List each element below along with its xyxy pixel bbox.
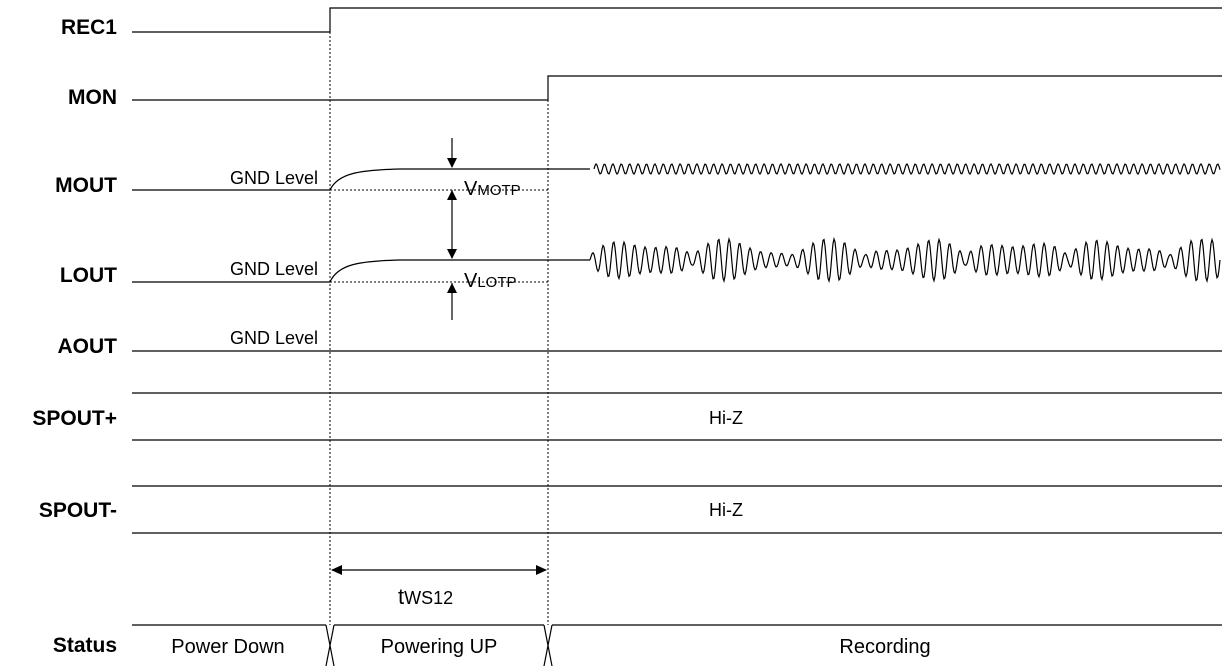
mon-waveform (132, 75, 1222, 101)
status-bar (132, 624, 1222, 666)
signal-label-spout-plus: SPOUT+ (32, 407, 117, 430)
signal-label-lout: LOUT (60, 264, 117, 287)
lout-waveform (132, 259, 590, 283)
vmotp-dimension-arrows (447, 138, 457, 320)
signal-label-aout: AOUT (58, 335, 118, 358)
status-phase-power-down: Power Down (171, 636, 284, 658)
status-phase-powering-up: Powering UP (381, 636, 498, 658)
signal-label-rec1: REC1 (61, 16, 117, 39)
mout-gnd-level-note: GND Level (230, 168, 318, 188)
aout-gnd-level-note: GND Level (230, 328, 318, 348)
tws12-dimension-arrow (331, 565, 547, 575)
vmotp-label: VMOTP (464, 178, 521, 200)
signal-label-spout-minus: SPOUT- (39, 499, 117, 522)
status-phase-recording: Recording (839, 636, 930, 658)
signal-label-mout: MOUT (55, 174, 117, 197)
vlotp-label: VLOTP (464, 270, 517, 292)
spout-minus-state: Hi-Z (709, 500, 743, 520)
mout-waveform (132, 168, 590, 191)
rec1-waveform (132, 7, 1222, 33)
spout-plus-state: Hi-Z (709, 408, 743, 428)
lout-audio-signal (589, 236, 1221, 284)
mout-ripple (593, 163, 1221, 175)
lout-gnd-level-note: GND Level (230, 259, 318, 279)
status-label: Status (53, 634, 117, 657)
signal-label-mon: MON (68, 86, 117, 109)
tws12-label: tWS12 (398, 584, 453, 609)
